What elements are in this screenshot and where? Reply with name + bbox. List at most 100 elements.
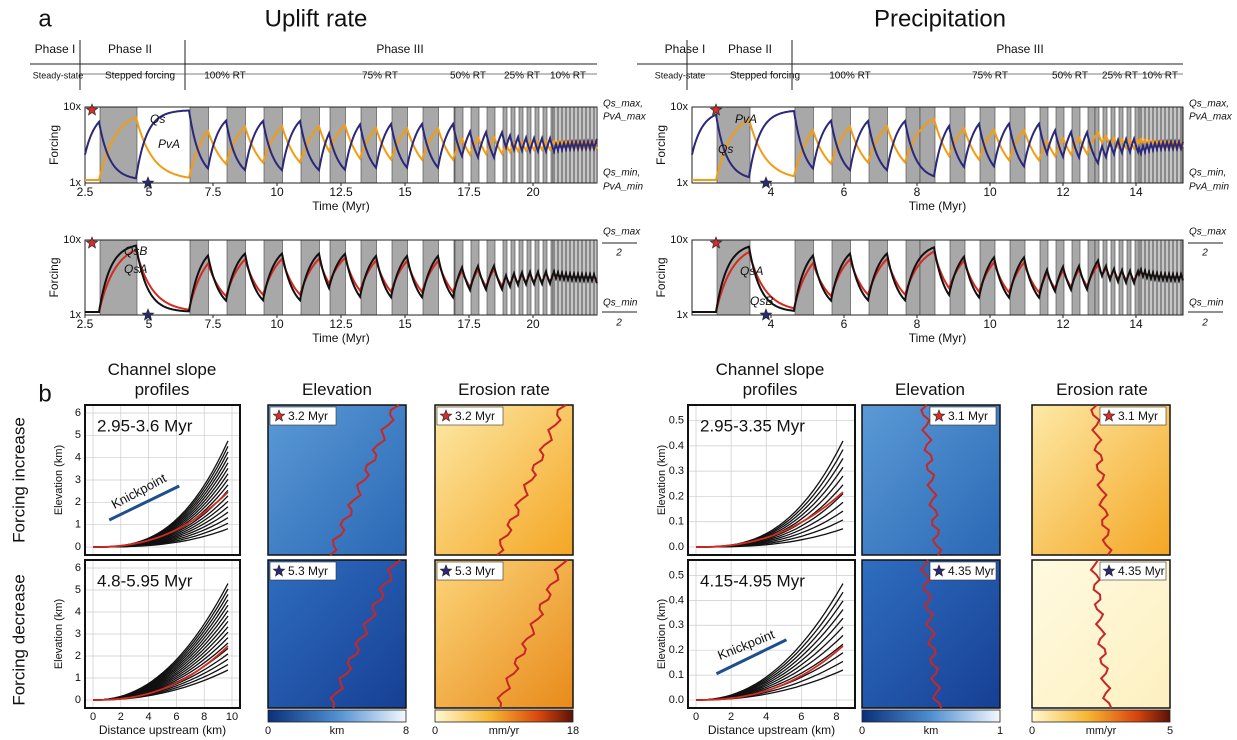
y-tick-label: 0.4 — [669, 594, 684, 606]
y-tick-label: 0.4 — [669, 440, 684, 452]
x-tick-label: 4 — [768, 185, 775, 199]
plot-frame — [687, 404, 856, 556]
forcing-block — [422, 106, 439, 184]
profile-curve — [696, 440, 844, 548]
phase-label: Phase III — [996, 42, 1043, 56]
x-tick-label: 7.5 — [205, 317, 222, 331]
series-curve — [692, 117, 1184, 181]
panel-label: b — [38, 380, 51, 407]
y-tick-label: 1 — [75, 519, 81, 531]
plot-frame — [687, 559, 856, 709]
forcing-block — [1009, 239, 1026, 316]
x-tick-label: 0 — [90, 711, 96, 723]
forcing-block — [831, 106, 851, 184]
x-tick-label: 8 — [914, 185, 921, 199]
time-badge-label: 3.1 Myr — [948, 409, 988, 423]
star-marker — [709, 103, 723, 116]
phase-label: Phase III — [376, 42, 423, 56]
star-marker — [141, 308, 155, 321]
series-curve — [85, 115, 598, 181]
x-axis-label: Distance upstream (km) — [708, 723, 835, 737]
y-tick-label: 3 — [75, 628, 81, 640]
phase-note: 50% RT — [1052, 71, 1088, 82]
bound-label: PvA_max — [1189, 112, 1233, 123]
y-tick-label: 0.0 — [669, 694, 684, 706]
forcing-block — [905, 106, 921, 184]
forcing-block — [1071, 239, 1081, 316]
map-image — [434, 559, 574, 709]
time-range: 4.15-4.95 Myr — [700, 571, 805, 590]
curve-label: Qs — [718, 142, 733, 156]
forcing-block — [868, 106, 888, 184]
y-tick-label: 0.3 — [669, 619, 684, 631]
forcing-block — [1143, 239, 1147, 316]
x-tick-label: 2.5 — [77, 317, 94, 331]
colorbar-label: 0 — [859, 725, 865, 737]
x-tick-label: 20 — [526, 185, 540, 199]
profile-red — [696, 491, 844, 548]
phase-label: Phase I — [665, 42, 706, 56]
forcing-block — [1139, 239, 1143, 316]
colorbar — [434, 709, 574, 723]
forcing-block — [979, 239, 996, 316]
river-trace — [920, 404, 943, 556]
x-tick-label: 4 — [768, 317, 775, 331]
forcing-block — [552, 106, 556, 184]
forcing-block — [1102, 239, 1108, 316]
bound-label: Qs_min — [603, 298, 638, 309]
x-tick-label: 12 — [1056, 185, 1070, 199]
y-tick-label: 10x — [670, 234, 688, 246]
forcing-block — [1102, 106, 1108, 184]
bound-label: Qs_max — [603, 227, 641, 238]
forcing-block — [868, 239, 888, 316]
forcing-block — [391, 106, 408, 184]
time-range: 2.95-3.6 Myr — [97, 416, 193, 435]
profile-red — [93, 645, 229, 701]
y-tick-label: 1x — [676, 177, 688, 189]
column-header: Elevation — [302, 380, 372, 399]
y-tick-label: 5 — [75, 584, 81, 596]
y-tick-label: 0 — [75, 694, 81, 706]
y-tick-label: 0.1 — [669, 516, 684, 528]
y-tick-label: 6 — [75, 562, 81, 574]
y-axis-label: Forcing — [47, 125, 61, 165]
time-badge — [1099, 406, 1167, 426]
forcing-block — [1071, 106, 1081, 184]
y-tick-label: 10x — [63, 101, 81, 113]
y-tick-label: 3 — [75, 474, 81, 486]
x-tick-label: 6 — [173, 711, 179, 723]
star-marker — [85, 103, 99, 116]
x-tick-label: 17.5 — [457, 185, 481, 199]
river-trace — [919, 559, 943, 709]
x-axis-label: Distance upstream (km) — [99, 723, 226, 737]
forcing-block — [552, 239, 556, 316]
river-trace — [329, 404, 400, 556]
column-title: Precipitation — [874, 5, 1006, 32]
column-title: Uplift rate — [265, 5, 368, 32]
curve-label: PvA — [735, 112, 757, 126]
forcing-block — [1139, 106, 1143, 184]
phase-label: Phase I — [35, 42, 76, 56]
series-curve — [84, 109, 598, 180]
curve-label: PvA — [158, 137, 180, 151]
x-tick-label: 10 — [983, 317, 997, 331]
colorbar — [1031, 709, 1171, 723]
column-header: Channel slope profiles — [715, 360, 825, 399]
curve-label: QsA — [124, 262, 147, 276]
y-axis-label: Forcing — [654, 125, 668, 165]
forcing-block — [1094, 239, 1100, 316]
forcing-block — [716, 239, 751, 316]
phase-note: 25% RT — [504, 71, 540, 82]
x-tick-label: 6 — [841, 317, 848, 331]
star-marker — [759, 176, 773, 189]
time-badge — [929, 406, 997, 426]
x-tick-label: 8 — [201, 711, 207, 723]
bound-label: Qs_max — [1189, 227, 1227, 238]
x-tick-label: 2 — [118, 711, 124, 723]
y-tick-label: 10x — [670, 101, 688, 113]
curve-label: Qs — [150, 112, 165, 126]
colorbar-label: 0 — [432, 725, 438, 737]
y-axis-label: Forcing — [47, 257, 61, 297]
star-marker — [709, 236, 723, 249]
